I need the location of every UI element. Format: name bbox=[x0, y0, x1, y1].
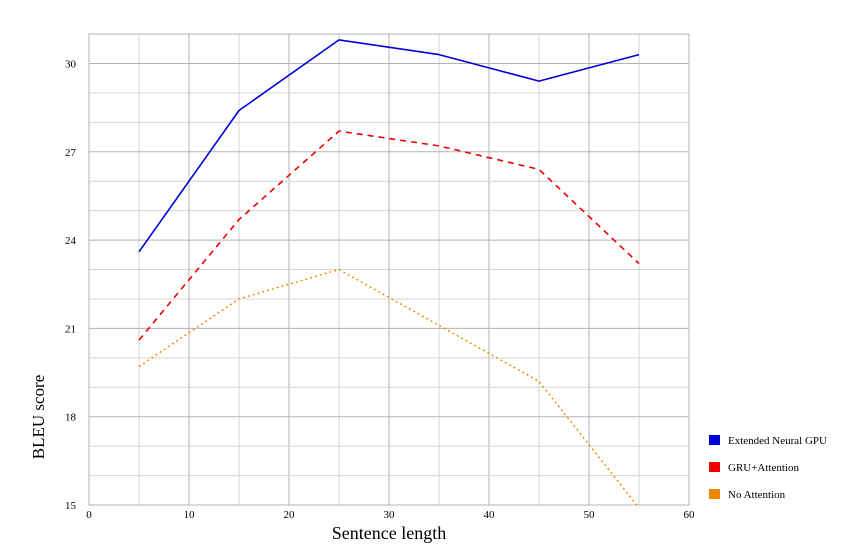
data-series bbox=[138, 39, 640, 509]
legend-label-3: No Attention bbox=[728, 489, 786, 501]
y-tick-label: 30 bbox=[65, 58, 77, 70]
legend-label-2: GRU+Attention bbox=[728, 462, 799, 474]
plot-frame bbox=[88, 33, 690, 506]
x-tick-label: 60 bbox=[684, 509, 696, 521]
y-tick-label: 24 bbox=[65, 235, 77, 247]
x-tick-label: 30 bbox=[384, 509, 396, 521]
series-line-3 bbox=[138, 268, 640, 509]
x-axis-title: Sentence length bbox=[332, 523, 446, 543]
x-tick-label: 20 bbox=[284, 509, 296, 521]
x-tick-label: 40 bbox=[484, 509, 496, 521]
axis-titles: Sentence length BLEU score bbox=[29, 375, 446, 543]
plot-border bbox=[88, 33, 690, 506]
x-tick-label: 10 bbox=[184, 509, 196, 521]
legend-label-1: Extended Neural GPU bbox=[728, 435, 827, 447]
grid-lines bbox=[89, 34, 689, 505]
y-tick-label: 27 bbox=[65, 147, 77, 159]
tick-labels: 0 10 20 30 40 50 60 15 18 21 24 27 30 bbox=[65, 58, 695, 521]
y-axis-title: BLEU score bbox=[29, 375, 48, 460]
legend-swatch-3 bbox=[709, 489, 720, 499]
legend-swatch-1 bbox=[709, 435, 720, 445]
y-tick-label: 21 bbox=[65, 323, 76, 335]
legend-swatch-2 bbox=[709, 462, 720, 472]
legend: Extended Neural GPU GRU+Attention No Atten… bbox=[709, 435, 827, 501]
y-tick-label: 15 bbox=[65, 500, 77, 512]
x-tick-label: 0 bbox=[86, 509, 92, 521]
series-line-1 bbox=[138, 39, 640, 253]
x-tick-label: 50 bbox=[584, 509, 596, 521]
y-tick-label: 18 bbox=[65, 412, 77, 424]
